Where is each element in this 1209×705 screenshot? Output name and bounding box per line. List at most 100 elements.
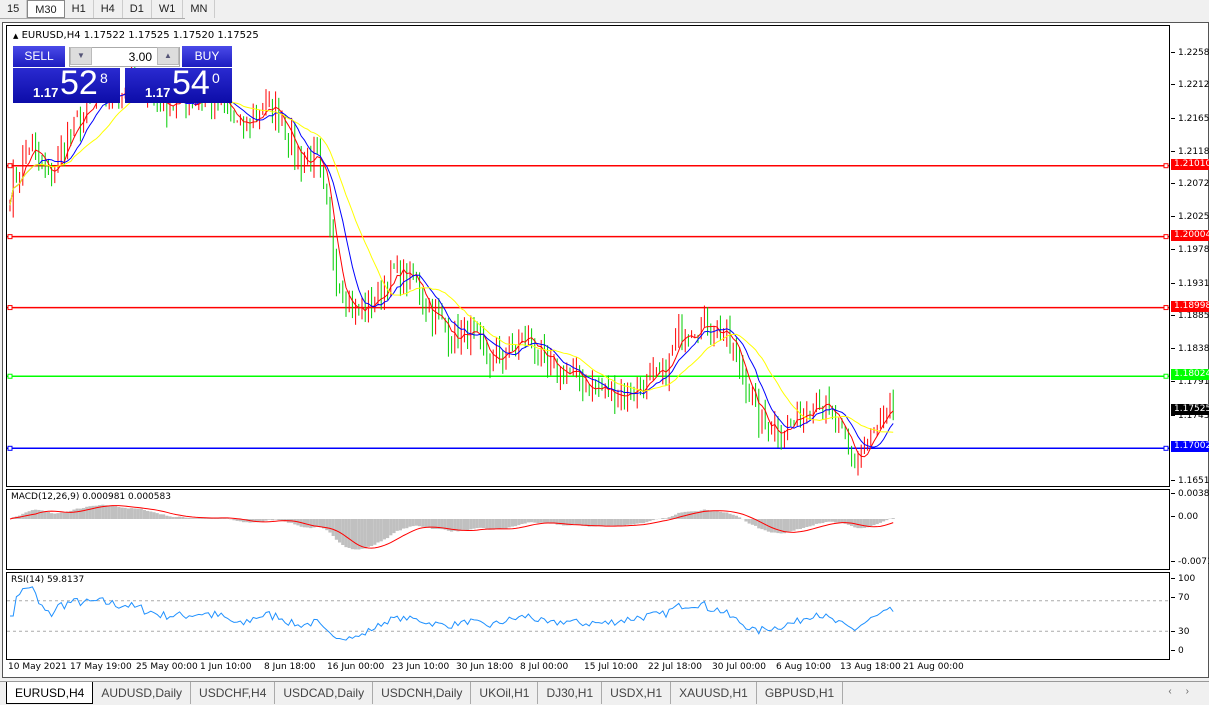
price-pane[interactable]: ▲ EURUSD,H4 1.17522 1.17525 1.17520 1.17… xyxy=(6,25,1170,487)
chevron-right-icon[interactable]: › xyxy=(1185,686,1203,697)
macd-bar xyxy=(437,519,441,530)
macd-bar xyxy=(331,519,335,536)
macd-bar xyxy=(821,519,825,524)
macd-bar xyxy=(779,519,783,534)
timeframe-w1[interactable]: W1 xyxy=(152,0,184,18)
tab-ukoil-h1[interactable]: UKOil,H1 xyxy=(471,682,539,704)
macd-bar xyxy=(488,519,492,530)
tab-xauusd-h1[interactable]: XAUUSD,H1 xyxy=(671,682,757,704)
macd-bar xyxy=(830,519,834,522)
macd-bar xyxy=(530,519,534,523)
date-label: 25 May 00:00 xyxy=(136,662,198,672)
timeframe-m30[interactable]: M30 xyxy=(27,0,65,18)
macd-bar xyxy=(190,518,194,519)
macd-bar xyxy=(600,519,604,527)
macd-bar xyxy=(354,519,358,550)
macd-bar xyxy=(139,508,143,519)
macd-bar xyxy=(85,506,89,519)
macd-bar xyxy=(798,519,802,529)
macd-bar xyxy=(510,519,514,527)
macd-bar xyxy=(885,519,889,521)
macd-bar xyxy=(373,519,377,545)
date-label: 21 Aug 00:00 xyxy=(903,662,964,672)
chevron-left-icon[interactable]: ‹ xyxy=(1168,686,1186,697)
macd-bar xyxy=(101,504,105,519)
macd-bar xyxy=(750,519,754,525)
macd-bar xyxy=(648,519,652,522)
timeframe-mn[interactable]: MN xyxy=(183,0,216,18)
lot-decrease-icon[interactable]: ▼ xyxy=(70,47,92,65)
macd-bar xyxy=(728,513,732,519)
macd-bar xyxy=(555,519,559,525)
tab-audusd-daily[interactable]: AUDUSD,Daily xyxy=(93,682,192,704)
macd-bar xyxy=(606,519,610,526)
macd-bar xyxy=(786,519,790,533)
macd-bar xyxy=(731,514,735,519)
macd-pane: MACD(12,26,9) 0.000981 0.000583 xyxy=(6,489,1170,570)
buy-price-sup: 0 xyxy=(212,70,220,86)
macd-bar xyxy=(466,519,470,531)
macd-bar xyxy=(274,519,278,520)
buy-button[interactable]: BUY xyxy=(182,46,232,67)
date-label: 10 May 2021 xyxy=(8,662,67,672)
macd-bar xyxy=(155,513,159,519)
hline-price-label[interactable]: 1.17002 xyxy=(1171,441,1209,453)
macd-bar xyxy=(232,519,236,521)
buy-price[interactable]: 1.17 54 0 xyxy=(125,64,232,103)
macd-bar xyxy=(651,519,655,521)
hline-price-label[interactable]: 1.20004 xyxy=(1171,229,1209,241)
macd-bar xyxy=(482,519,486,529)
line-handle-icon xyxy=(7,234,13,240)
lot-increase-icon[interactable]: ▲ xyxy=(157,47,179,65)
symbol-quote: EURUSD,H4 1.17522 1.17525 1.17520 1.1752… xyxy=(21,30,259,41)
tab-eurusd-h4[interactable]: EURUSD,H4 xyxy=(6,682,94,704)
macd-bar xyxy=(78,508,82,519)
timeframe-h1[interactable]: H1 xyxy=(65,0,94,18)
macd-bar xyxy=(866,519,870,528)
macd-bar xyxy=(795,519,799,530)
tab-usdx-h1[interactable]: USDX,H1 xyxy=(602,682,672,704)
timeframe-h4[interactable]: H4 xyxy=(94,0,123,18)
ma-slow-line xyxy=(9,91,894,433)
date-label: 8 Jun 18:00 xyxy=(264,662,316,672)
macd-bar xyxy=(696,511,700,519)
sell-price-sup: 8 xyxy=(100,70,108,86)
macd-bar xyxy=(558,519,562,525)
macd-bar xyxy=(760,519,764,530)
tab-usdcad-daily[interactable]: USDCAD,Daily xyxy=(275,682,374,704)
macd-bar xyxy=(312,519,316,528)
macd-bar xyxy=(789,519,793,532)
triangle-up-icon[interactable]: ▲ xyxy=(13,32,19,40)
hline-price-label[interactable]: 1.18998 xyxy=(1171,300,1209,312)
macd-bar xyxy=(846,519,850,525)
tab-gbpusd-h1[interactable]: GBPUSD,H1 xyxy=(757,682,844,704)
macd-bar xyxy=(338,519,342,543)
tab-usdchf-h4[interactable]: USDCHF,H4 xyxy=(191,682,276,704)
macd-bar xyxy=(104,505,108,519)
macd-bar xyxy=(66,511,70,519)
hline-price-label[interactable]: 1.21010 xyxy=(1171,158,1209,170)
macd-bar xyxy=(850,519,854,526)
timeframe-d1[interactable]: D1 xyxy=(123,0,152,18)
macd-bar xyxy=(392,519,396,534)
macd-bar xyxy=(875,519,879,525)
tab-usdcnh-daily[interactable]: USDCNH,Daily xyxy=(373,682,472,704)
macd-bar xyxy=(590,519,594,527)
macd-bar xyxy=(203,517,207,519)
macd-bar xyxy=(520,519,524,524)
price-tick: 1.19780 xyxy=(1171,245,1209,255)
sell-price[interactable]: 1.17 52 8 xyxy=(13,64,120,103)
sell-button[interactable]: SELL xyxy=(13,46,65,67)
tab-dj30-h1[interactable]: DJ30,H1 xyxy=(538,682,603,704)
date-label: 17 May 19:00 xyxy=(70,662,132,672)
hline-price-label[interactable]: 1.18024 xyxy=(1171,369,1209,381)
timeframe-15[interactable]: 15 xyxy=(0,0,28,18)
macd-bar xyxy=(638,519,642,524)
macd-bar xyxy=(645,519,649,523)
line-handle-icon xyxy=(1163,234,1169,240)
macd-bar xyxy=(197,518,201,519)
macd-bar xyxy=(75,508,79,519)
macd-bar xyxy=(91,505,95,519)
tab-scroll[interactable]: ‹› xyxy=(1168,686,1203,697)
lot-input[interactable]: 3.00 xyxy=(69,47,180,67)
